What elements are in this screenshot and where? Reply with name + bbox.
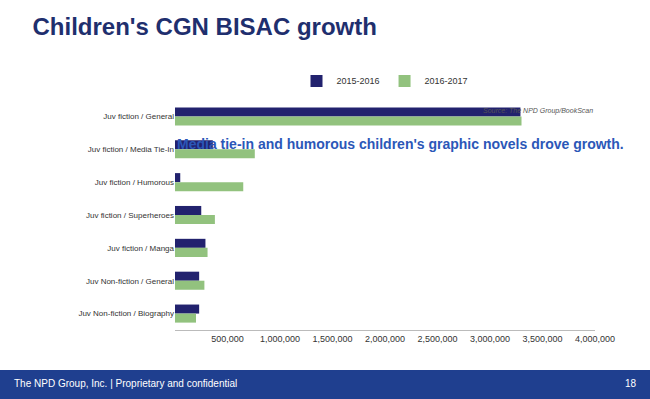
svg-text:1,500,000: 1,500,000 [312, 334, 352, 344]
svg-text:Juv fiction / Superheroes: Juv fiction / Superheroes [86, 211, 174, 220]
svg-text:2016-2017: 2016-2017 [425, 76, 468, 86]
svg-text:Children's CGN BISAC growth: Children's CGN BISAC growth [33, 13, 377, 40]
svg-text:4,000,000: 4,000,000 [575, 334, 615, 344]
svg-text:Juv Non-fiction / Biography: Juv Non-fiction / Biography [78, 309, 174, 318]
svg-text:2015-2016: 2015-2016 [337, 76, 380, 86]
svg-text:Juv fiction / Humorous: Juv fiction / Humorous [95, 178, 174, 187]
svg-text:2,000,000: 2,000,000 [365, 334, 405, 344]
svg-text:Source: The NPD Group/BookScan: Source: The NPD Group/BookScan [483, 107, 593, 115]
svg-text:2,500,000: 2,500,000 [417, 334, 457, 344]
svg-text:Juv fiction / General: Juv fiction / General [103, 112, 174, 121]
svg-text:500,000: 500,000 [211, 334, 244, 344]
svg-text:Media tie-in and humorous chil: Media tie-in and humorous children's gra… [177, 136, 624, 152]
svg-text:3,500,000: 3,500,000 [522, 334, 562, 344]
html-text:18: 18 [624, 378, 636, 389]
svg-text:Juv fiction / Manga: Juv fiction / Manga [107, 244, 174, 253]
svg-text:1,000,000: 1,000,000 [260, 334, 300, 344]
svg-text:Juv fiction / Media Tie-In: Juv fiction / Media Tie-In [88, 145, 174, 154]
html-text:The NPD Group, Inc. | Propriet: The NPD Group, Inc. | Proprietary and co… [14, 378, 238, 389]
svg-text:3,000,000: 3,000,000 [470, 334, 510, 344]
svg-text:Juv Non-fiction / General: Juv Non-fiction / General [86, 277, 174, 286]
